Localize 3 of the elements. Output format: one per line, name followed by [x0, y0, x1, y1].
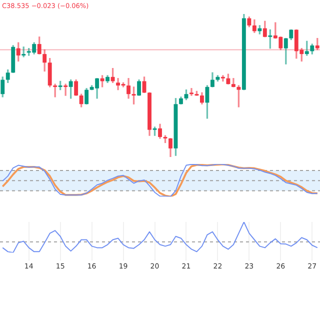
- candlestick: [190, 88, 194, 96]
- candlestick: [220, 75, 225, 82]
- candlestick: [64, 84, 68, 96]
